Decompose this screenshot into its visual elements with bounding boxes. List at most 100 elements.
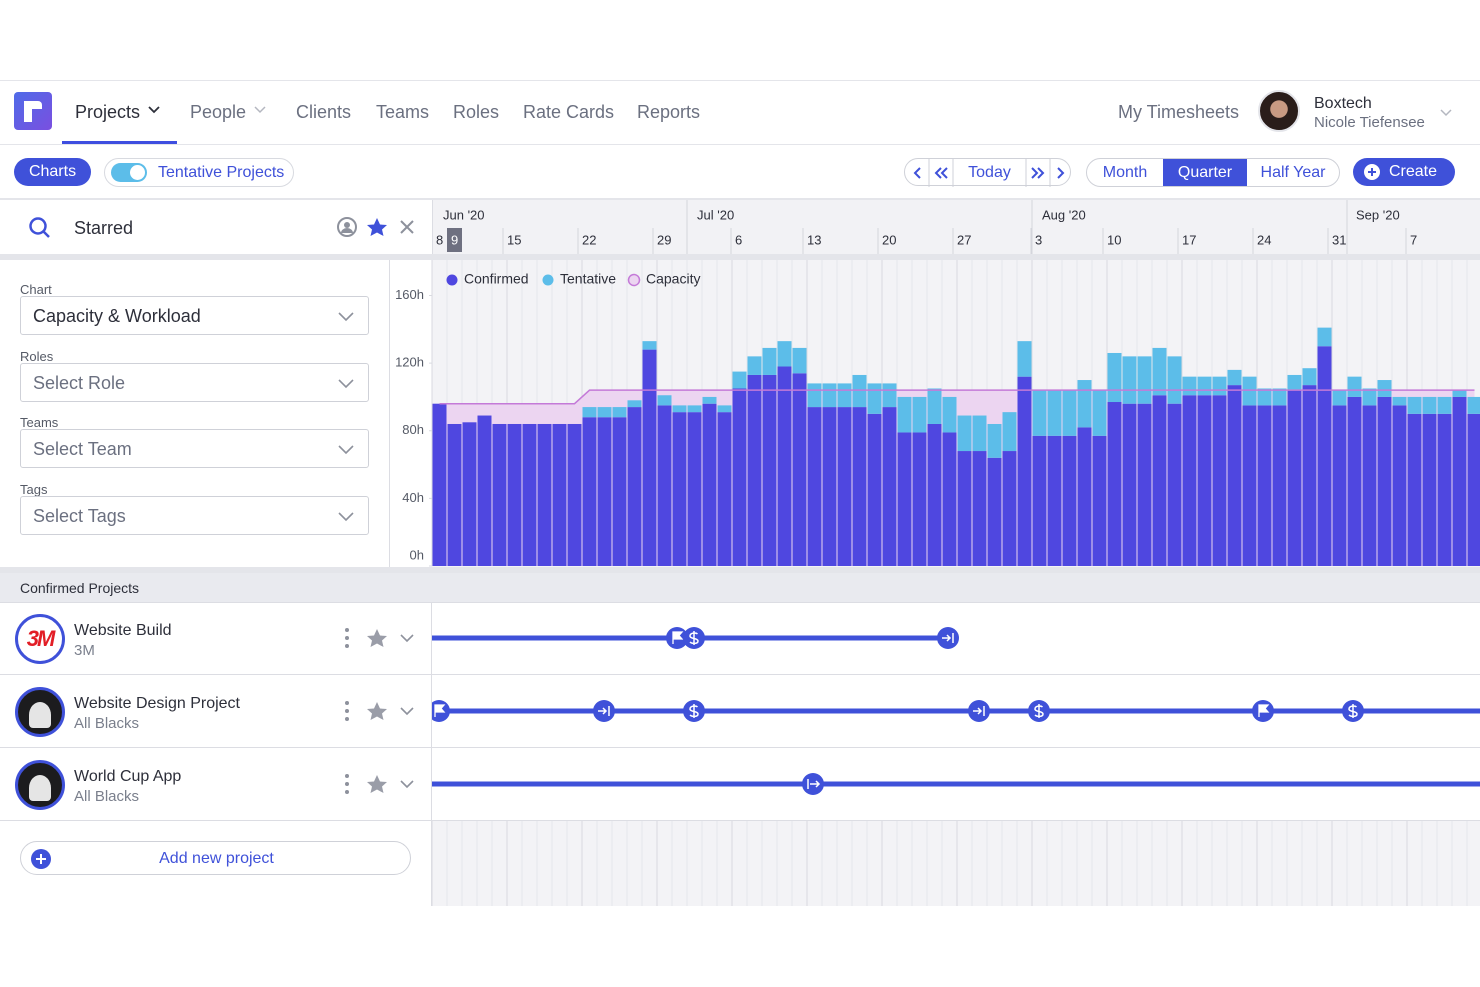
nav-item[interactable]: Clients <box>296 102 352 122</box>
chevron-shape <box>338 379 354 389</box>
project-logo <box>15 760 65 810</box>
day-label: 8 <box>436 232 443 247</box>
day-label: 29 <box>657 232 671 247</box>
bar-segment <box>1302 385 1317 566</box>
divider <box>0 567 1480 573</box>
bar-segment <box>687 405 702 413</box>
bar-segment <box>1197 395 1212 566</box>
bar-segment <box>522 423 537 566</box>
view-option[interactable]: Half Year <box>1260 163 1326 181</box>
search-query[interactable]: Starred <box>74 218 134 238</box>
filter-label: Teams <box>20 415 59 430</box>
bar-segment <box>1137 403 1152 566</box>
bar-segment <box>1287 390 1302 566</box>
timeline-header-svg: Jun '20 Jul '20 Aug '20 Sep '20 8 9 15 22 29 6 13 2… <box>436 200 1417 255</box>
legend-label: Capacity <box>646 271 700 287</box>
view-option[interactable]: Quarter <box>1163 159 1247 186</box>
day-label: 13 <box>807 232 821 247</box>
project-name: Website Build <box>74 622 172 639</box>
bar-segment <box>1257 388 1272 406</box>
nav-item[interactable]: Rate Cards <box>523 102 615 122</box>
logo[interactable] <box>14 92 52 130</box>
nav-item[interactable]: Teams <box>376 102 430 122</box>
bar-segment <box>1392 396 1407 406</box>
row-actions[interactable] <box>336 699 416 723</box>
bar-segment <box>882 383 897 408</box>
filter-dropdown[interactable]: Select Role <box>20 363 369 402</box>
nav-item[interactable]: Roles <box>453 102 500 122</box>
bar-segment <box>942 396 957 433</box>
bar-segment <box>657 405 672 566</box>
filter-dropdown[interactable]: Select Tags <box>20 496 369 535</box>
bar-segment <box>597 407 612 418</box>
bar-segment <box>612 417 627 566</box>
nav-timesheets[interactable]: My Timesheets <box>1118 102 1240 122</box>
project-name: Website Design Project <box>74 695 240 712</box>
logo-mark <box>24 101 32 122</box>
day-label: 24 <box>1257 232 1271 247</box>
project-row <box>0 748 1480 821</box>
nav-item[interactable]: Projects <box>75 102 141 122</box>
user-name: Nicole Tiefensee <box>1314 114 1425 131</box>
bar-segment <box>777 366 792 566</box>
filter-dropdown[interactable]: Select Team <box>20 429 369 468</box>
charts-button[interactable]: Charts <box>14 158 91 186</box>
bar-segment <box>1422 413 1437 566</box>
bar-segment <box>1212 376 1227 396</box>
bar-segment <box>807 383 822 408</box>
user-avatar[interactable] <box>1258 90 1300 132</box>
nav-item[interactable]: People <box>190 102 247 122</box>
filter-value: Select Role <box>33 373 126 393</box>
search-icon[interactable] <box>28 216 52 240</box>
chevron <box>338 379 354 389</box>
day-label: 15 <box>507 232 521 247</box>
day-label: 20 <box>882 232 896 247</box>
bar-segment <box>762 374 777 566</box>
create-label: Create <box>1388 163 1438 180</box>
bar-segment <box>732 371 747 389</box>
milestone-icon <box>942 633 954 643</box>
add-project-button[interactable]: Add new project <box>20 841 411 875</box>
bar-segment <box>1437 413 1452 566</box>
bar-segment <box>642 349 657 566</box>
chevron <box>400 780 414 789</box>
y-tick-label: 40h <box>402 490 424 505</box>
project-row <box>0 602 1480 675</box>
today-marker <box>447 228 462 252</box>
bar-segment <box>627 400 642 408</box>
create-button[interactable]: Create <box>1353 158 1455 186</box>
bar-segment <box>1407 413 1422 566</box>
bar-segment <box>747 356 762 375</box>
row-actions[interactable] <box>336 626 416 650</box>
bar-segment <box>1392 405 1407 566</box>
today-button[interactable]: Today <box>968 164 1011 181</box>
bar-segment <box>837 407 852 566</box>
filter-dropdown[interactable]: Capacity & Workload <box>20 296 369 335</box>
bar-segment <box>777 341 792 367</box>
bar-segment <box>1107 352 1122 403</box>
date-nav: Today <box>904 158 1071 187</box>
divider <box>389 260 390 568</box>
bar-segment <box>837 383 852 408</box>
tentative-toggle[interactable]: Tentative Projects <box>104 158 294 187</box>
bar-segment <box>912 396 927 433</box>
logo-text: 3M <box>26 626 56 651</box>
section-title: Confirmed Projects <box>20 580 140 596</box>
bar-segment <box>1122 403 1137 566</box>
milestone-icon <box>689 704 699 718</box>
bar-segment <box>1332 405 1347 566</box>
chevron <box>254 106 266 114</box>
bar-segment <box>1047 435 1062 566</box>
nav-item[interactable]: Reports <box>637 102 701 122</box>
bar-segment <box>1257 405 1272 566</box>
bar-segment <box>1197 376 1212 396</box>
bar-segment <box>1422 396 1437 414</box>
view-option[interactable]: Month <box>1102 163 1148 181</box>
project-row <box>0 675 1480 748</box>
filter-value: Select Tags <box>33 506 126 526</box>
bar-segment <box>672 405 687 413</box>
chevron-shape <box>338 312 354 322</box>
row-actions[interactable] <box>336 772 416 796</box>
menu-dot <box>345 628 349 632</box>
